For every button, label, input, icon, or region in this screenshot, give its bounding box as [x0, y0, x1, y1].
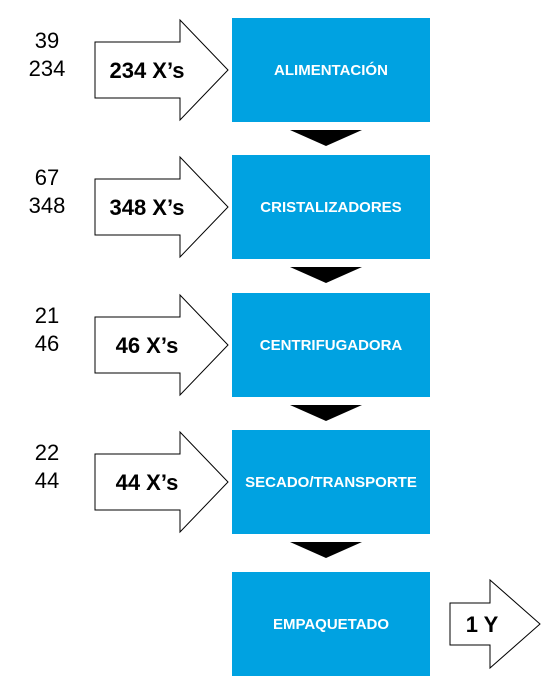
count-top: 39: [35, 28, 59, 53]
count-bottom: 46: [35, 331, 59, 356]
process-box: [232, 430, 430, 534]
count-bottom: 234: [29, 56, 66, 81]
count-top: 21: [35, 303, 59, 328]
input-label: 234 X’s: [109, 58, 184, 83]
process-label: SECADO/TRANSPORTE: [245, 474, 417, 491]
flow-triangle: [290, 267, 362, 283]
output-arrow: [449, 578, 541, 670]
input-label: 46 X’s: [116, 333, 179, 358]
process-box: [232, 293, 430, 397]
input-arrow: [94, 430, 229, 534]
output-label: 1 Y: [466, 612, 499, 637]
flow-triangle: [290, 542, 362, 558]
flow-triangle: [290, 405, 362, 421]
input-arrow: [94, 155, 229, 259]
process-box: [232, 572, 430, 676]
count-bottom: 348: [29, 193, 66, 218]
count-top: 67: [35, 165, 59, 190]
process-label: ALIMENTACIÓN: [274, 61, 388, 79]
process-box: [232, 18, 430, 122]
input-label: 348 X’s: [109, 195, 184, 220]
input-arrow: [94, 293, 229, 397]
process-label: CENTRIFUGADORA: [260, 337, 403, 354]
flow-triangle: [290, 130, 362, 146]
process-label: EMPAQUETADO: [273, 616, 389, 633]
count-bottom: 44: [35, 468, 59, 493]
input-arrow: [94, 18, 229, 122]
count-top: 22: [35, 440, 59, 465]
input-label: 44 X’s: [116, 470, 179, 495]
process-box: [232, 155, 430, 259]
process-label: CRISTALIZADORES: [260, 199, 401, 216]
